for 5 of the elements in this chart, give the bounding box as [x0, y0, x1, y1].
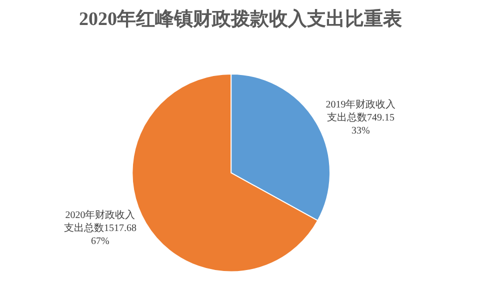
chart-title: 2020年红峰镇财政拨款收入支出比重表: [79, 8, 403, 30]
data-label: 33%: [352, 126, 370, 137]
data-label: 67%: [91, 236, 110, 248]
slice-label: 2020年财政收入支出总数1517.68: [64, 209, 136, 234]
slice-label: 2019年财政收入支出总数749.15: [326, 98, 396, 124]
